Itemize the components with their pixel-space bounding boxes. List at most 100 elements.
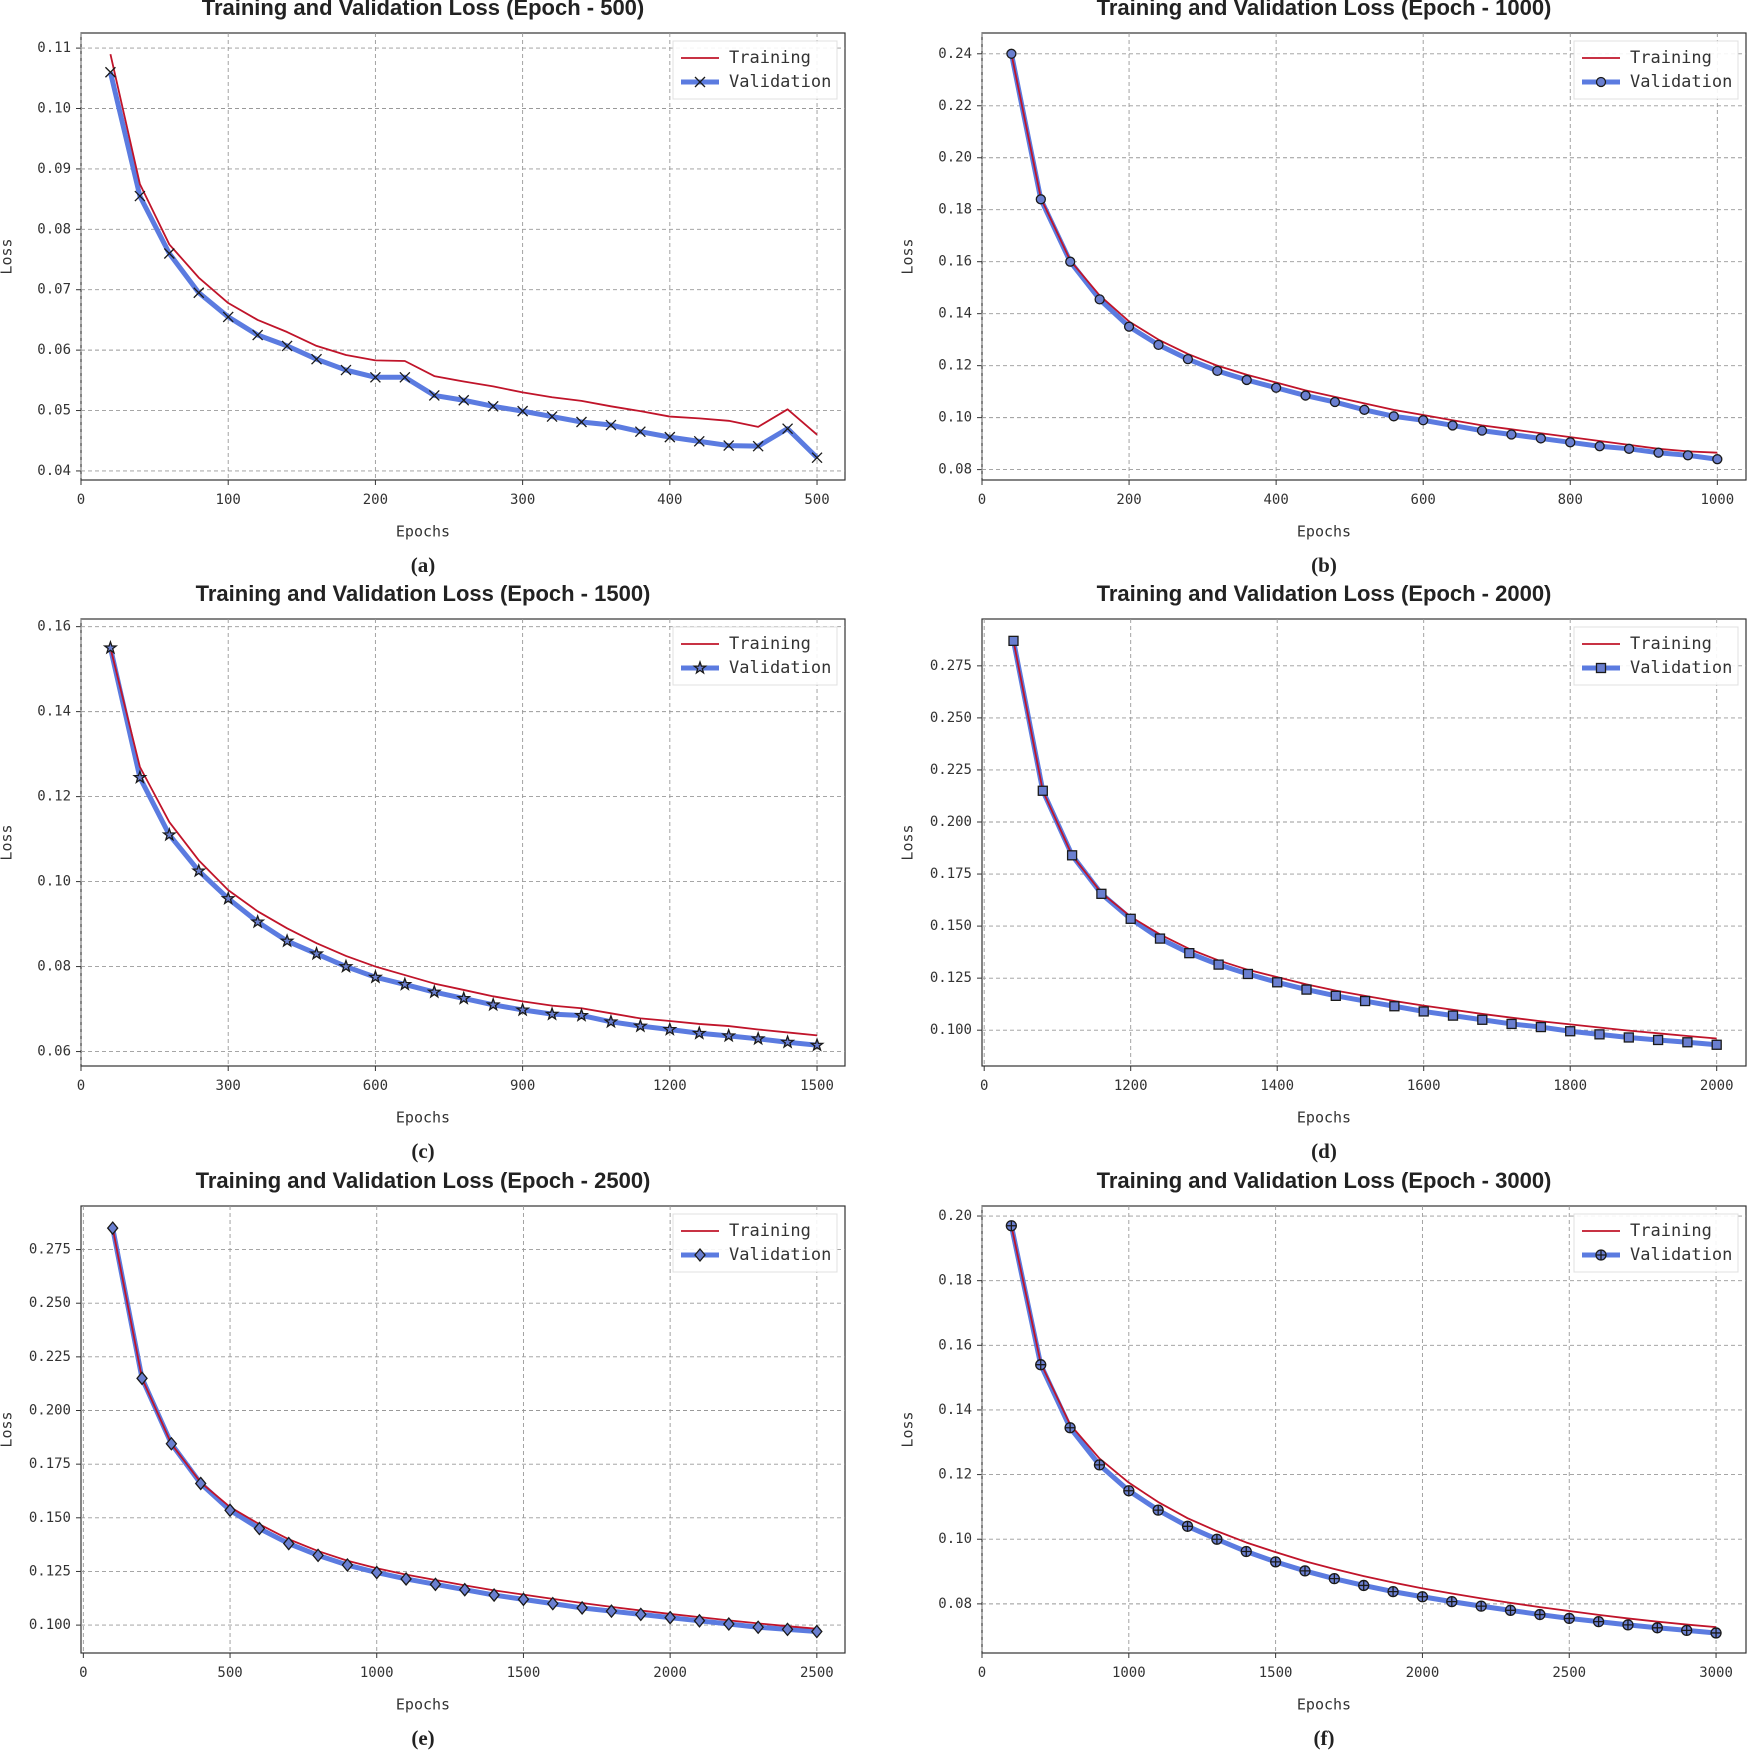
marker	[104, 66, 116, 78]
marker	[691, 1025, 707, 1040]
marker	[723, 440, 735, 452]
caption: (c)	[411, 1139, 434, 1163]
marker	[664, 431, 676, 443]
marker	[1329, 396, 1341, 408]
marker	[694, 1247, 706, 1263]
x-axis-label: Epochs	[396, 523, 450, 541]
marker	[1035, 194, 1046, 205]
marker	[573, 1007, 590, 1022]
caption: (d)	[1311, 1139, 1337, 1163]
marker	[517, 405, 529, 417]
marker	[515, 1001, 531, 1017]
y-tick-label: 0.18	[938, 202, 972, 218]
marker	[782, 423, 794, 435]
x-tick-label: 2500	[800, 1665, 834, 1681]
x-tick-label: 1400	[1260, 1078, 1294, 1094]
y-tick-label: 0.200	[930, 814, 972, 830]
caption: (a)	[411, 553, 436, 577]
marker	[426, 984, 442, 999]
legend-label: Training	[1630, 48, 1712, 68]
x-tick-label: 1800	[1553, 1078, 1587, 1094]
plot-area	[80, 618, 846, 1067]
y-tick-label: 0.09	[37, 161, 71, 177]
y-tick-label: 0.12	[37, 789, 71, 805]
y-tick-label: 0.100	[930, 1022, 972, 1038]
legend-label: Validation	[729, 1245, 831, 1265]
marker	[1181, 1520, 1194, 1532]
marker	[488, 1588, 500, 1603]
marker	[1184, 948, 1195, 959]
marker	[811, 452, 823, 464]
marker	[1595, 662, 1607, 674]
y-tick-label: 0.200	[29, 1403, 71, 1419]
marker	[1681, 1624, 1693, 1636]
marker	[605, 1604, 618, 1619]
marker	[134, 190, 146, 202]
marker	[161, 826, 177, 842]
x-tick-label: 600	[1411, 492, 1436, 508]
marker	[311, 353, 322, 365]
marker	[458, 394, 470, 406]
y-tick-label: 0.10	[938, 1531, 972, 1547]
x-tick-label: 1600	[1407, 1078, 1441, 1094]
marker	[193, 287, 205, 299]
y-tick-label: 0.10	[37, 101, 71, 117]
marker	[1359, 995, 1371, 1007]
marker	[605, 419, 617, 431]
y-tick-label: 0.12	[938, 358, 972, 374]
legend-label: Training	[729, 1221, 811, 1241]
y-tick-label: 0.08	[938, 1596, 972, 1612]
marker	[1710, 1627, 1722, 1639]
marker	[458, 1582, 471, 1597]
marker	[1712, 454, 1723, 465]
marker	[750, 1030, 766, 1046]
y-tick-label: 0.20	[938, 1208, 972, 1224]
y-axis-label: Loss	[899, 824, 917, 860]
marker	[1622, 1619, 1634, 1631]
marker	[1535, 1021, 1547, 1033]
marker	[810, 1624, 823, 1639]
marker	[1595, 1249, 1607, 1261]
x-axis-label: Epochs	[1297, 1109, 1351, 1127]
x-tick-label: 400	[657, 492, 682, 508]
marker	[1595, 76, 1607, 88]
y-tick-label: 0.07	[37, 282, 71, 298]
legend-label: Validation	[1630, 1245, 1732, 1265]
y-tick-label: 0.125	[930, 970, 972, 986]
legend-label: Training	[729, 634, 811, 654]
marker	[1594, 1029, 1605, 1040]
marker	[222, 311, 234, 323]
marker	[1064, 1422, 1076, 1434]
plot-area	[981, 618, 1747, 1067]
chart-title: Training and Validation Loss (Epoch - 30…	[1097, 1168, 1552, 1193]
y-tick-label: 0.08	[37, 221, 71, 237]
marker	[1388, 411, 1399, 422]
marker	[132, 769, 148, 784]
marker	[1006, 48, 1017, 59]
x-tick-label: 1200	[653, 1078, 687, 1094]
marker	[634, 426, 646, 438]
y-tick-label: 0.24	[938, 46, 972, 62]
marker	[1535, 433, 1546, 444]
marker	[1094, 294, 1105, 305]
legend-label: Validation	[1630, 72, 1732, 92]
marker	[340, 364, 352, 376]
marker	[576, 1600, 588, 1615]
marker	[369, 371, 381, 383]
marker	[312, 1548, 324, 1563]
marker	[1475, 1600, 1487, 1612]
marker	[781, 1622, 794, 1637]
marker	[485, 996, 501, 1012]
marker	[634, 1607, 647, 1622]
marker	[1594, 441, 1605, 452]
x-tick-label: 200	[1116, 492, 1141, 508]
y-tick-label: 0.14	[37, 704, 71, 720]
marker	[693, 435, 705, 447]
marker	[252, 329, 264, 341]
x-axis-label: Epochs	[1297, 1696, 1351, 1714]
marker	[1213, 959, 1224, 970]
marker	[194, 1476, 207, 1491]
marker	[1154, 933, 1166, 944]
marker	[1477, 1014, 1488, 1025]
